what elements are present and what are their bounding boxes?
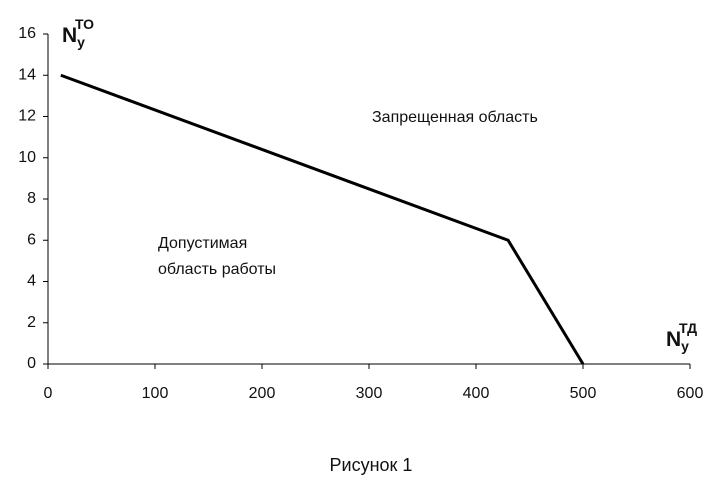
annotation: область работы bbox=[158, 261, 276, 278]
x-tick-label: 300 bbox=[356, 385, 383, 402]
y-axis-label: Nу ТО bbox=[62, 16, 94, 50]
y-tick-label: 0 bbox=[27, 355, 36, 372]
y-tick-label: 2 bbox=[27, 314, 36, 331]
y-label-main: N bbox=[62, 24, 77, 47]
y-tick-label: 14 bbox=[18, 66, 36, 83]
x-label-sup: ТД bbox=[679, 320, 697, 336]
x-tick-label: 600 bbox=[677, 385, 704, 402]
annotation: Запрещенная область bbox=[372, 109, 538, 126]
data-line bbox=[60, 73, 585, 365]
annotation: Допустимая bbox=[158, 235, 247, 252]
x-label-main: N bbox=[666, 328, 681, 351]
y-tick-label: 16 bbox=[18, 25, 36, 42]
y-tick-label: 8 bbox=[27, 190, 36, 207]
y-label-sup: ТО bbox=[75, 16, 94, 32]
y-tick-label: 6 bbox=[27, 231, 36, 248]
y-tick-label: 12 bbox=[18, 108, 36, 125]
x-tick-label: 100 bbox=[142, 385, 169, 402]
caption: Рисунок 1 bbox=[330, 455, 413, 475]
x-axis-label: Nу ТД bbox=[666, 320, 697, 354]
y-label-sub: у bbox=[77, 34, 85, 50]
y-tick-label: 4 bbox=[27, 273, 36, 290]
x-tick-label: 400 bbox=[463, 385, 490, 402]
x-tick-label: 0 bbox=[44, 385, 53, 402]
x-tick-label: 500 bbox=[570, 385, 597, 402]
x-tick-label: 200 bbox=[249, 385, 276, 402]
x-label-sub: у bbox=[681, 338, 689, 354]
y-tick-label: 10 bbox=[18, 149, 36, 166]
